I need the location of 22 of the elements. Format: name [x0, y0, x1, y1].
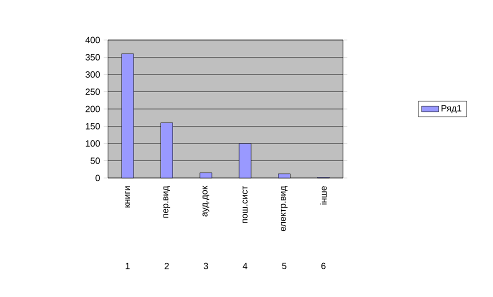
x-tick-label: електр.вид: [280, 186, 288, 232]
x-tick-label: ауд.док: [202, 186, 210, 216]
x-tick-label: інше: [320, 186, 327, 204]
y-tick-label: 250: [86, 88, 100, 95]
text: 3: [204, 262, 208, 270]
x-tick-label: книги: [125, 186, 130, 208]
text: 4: [242, 262, 248, 270]
y-tick-label: 100: [86, 140, 100, 147]
text: 1: [126, 262, 130, 270]
y-tick-label: 300: [86, 71, 100, 78]
y-tick-label: 350: [86, 54, 100, 60]
y-tick-label: 50: [90, 158, 100, 164]
text: 5: [282, 262, 286, 270]
text: 2: [164, 262, 169, 270]
y-tick-label: 0: [96, 174, 100, 182]
y-tick-label: 200: [86, 106, 100, 112]
x-tick-label: пош.сист: [242, 186, 248, 223]
y-tick-label: 150: [86, 123, 100, 130]
y-tick-label: 400: [85, 36, 100, 44]
text: 6: [321, 262, 326, 270]
legend-label: Ряд1: [442, 105, 462, 114]
x-tick-label: пер.вид: [163, 186, 170, 218]
